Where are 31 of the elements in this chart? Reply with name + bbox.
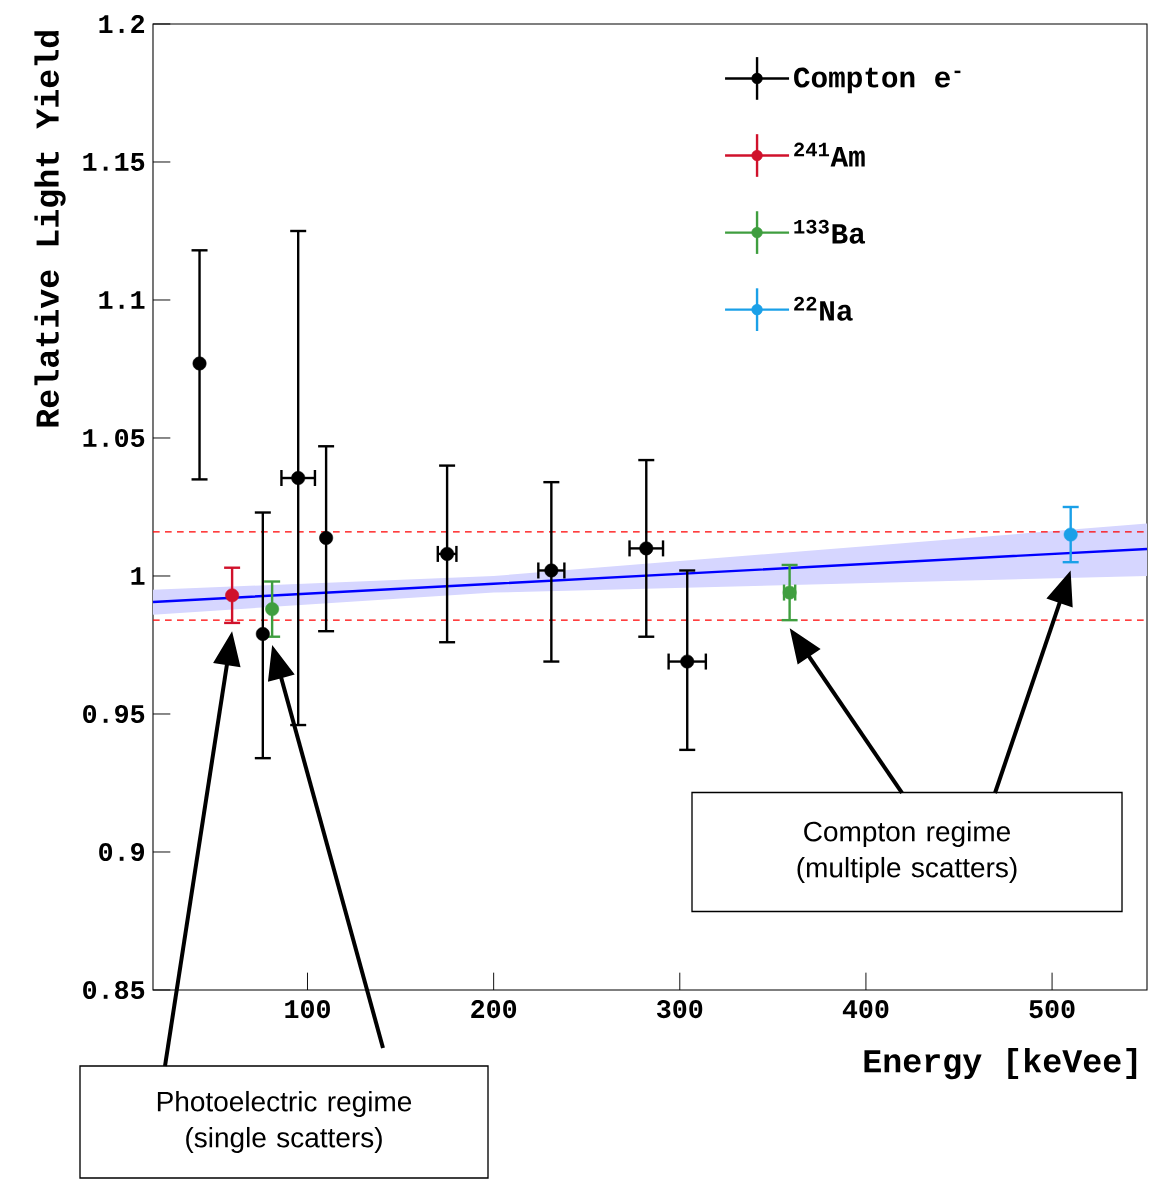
y-tick-label: 1.2 xyxy=(99,15,145,33)
point xyxy=(225,588,240,603)
point xyxy=(1063,527,1078,542)
legend-label: $^{133}$Ba xyxy=(794,219,866,244)
point xyxy=(680,654,695,669)
y-tick-label: 1.15 xyxy=(83,153,145,171)
y-tick-label: 0.85 xyxy=(83,980,145,1000)
x-tick-label: 200 xyxy=(471,1000,517,1019)
annotation: Compton regime (multiple scatters) xyxy=(797,820,1017,884)
x-tick-label: 500 xyxy=(1029,1000,1075,1019)
x-tick-label: 400 xyxy=(842,1000,889,1019)
point xyxy=(544,563,559,578)
point xyxy=(319,530,334,545)
point xyxy=(255,627,270,641)
text: Photoelectric regime (single scatters) xyxy=(157,1090,412,1154)
y-axis-title: Relative Light Yield xyxy=(34,31,66,427)
legend-label: Compton e$^{-}$ xyxy=(794,67,961,94)
y-tick-label: 0.9 xyxy=(99,842,145,862)
x-axis-title: Energy [keVee] xyxy=(864,1048,1137,1080)
point xyxy=(639,541,654,556)
legend-label: $^{241}$Am xyxy=(794,142,865,167)
point xyxy=(265,602,280,617)
y-tick-label: 1.1 xyxy=(99,291,145,309)
legend-label: $^{22}$Na xyxy=(794,296,853,321)
y-tick-label: 0.95 xyxy=(83,704,145,724)
x-tick-label: 300 xyxy=(657,1000,703,1019)
y-tick-label: 1.05 xyxy=(83,428,145,448)
x-tick-label: 100 xyxy=(285,1000,330,1019)
point xyxy=(192,356,207,371)
point xyxy=(291,471,306,485)
y-tick-label: 1 xyxy=(131,567,145,585)
